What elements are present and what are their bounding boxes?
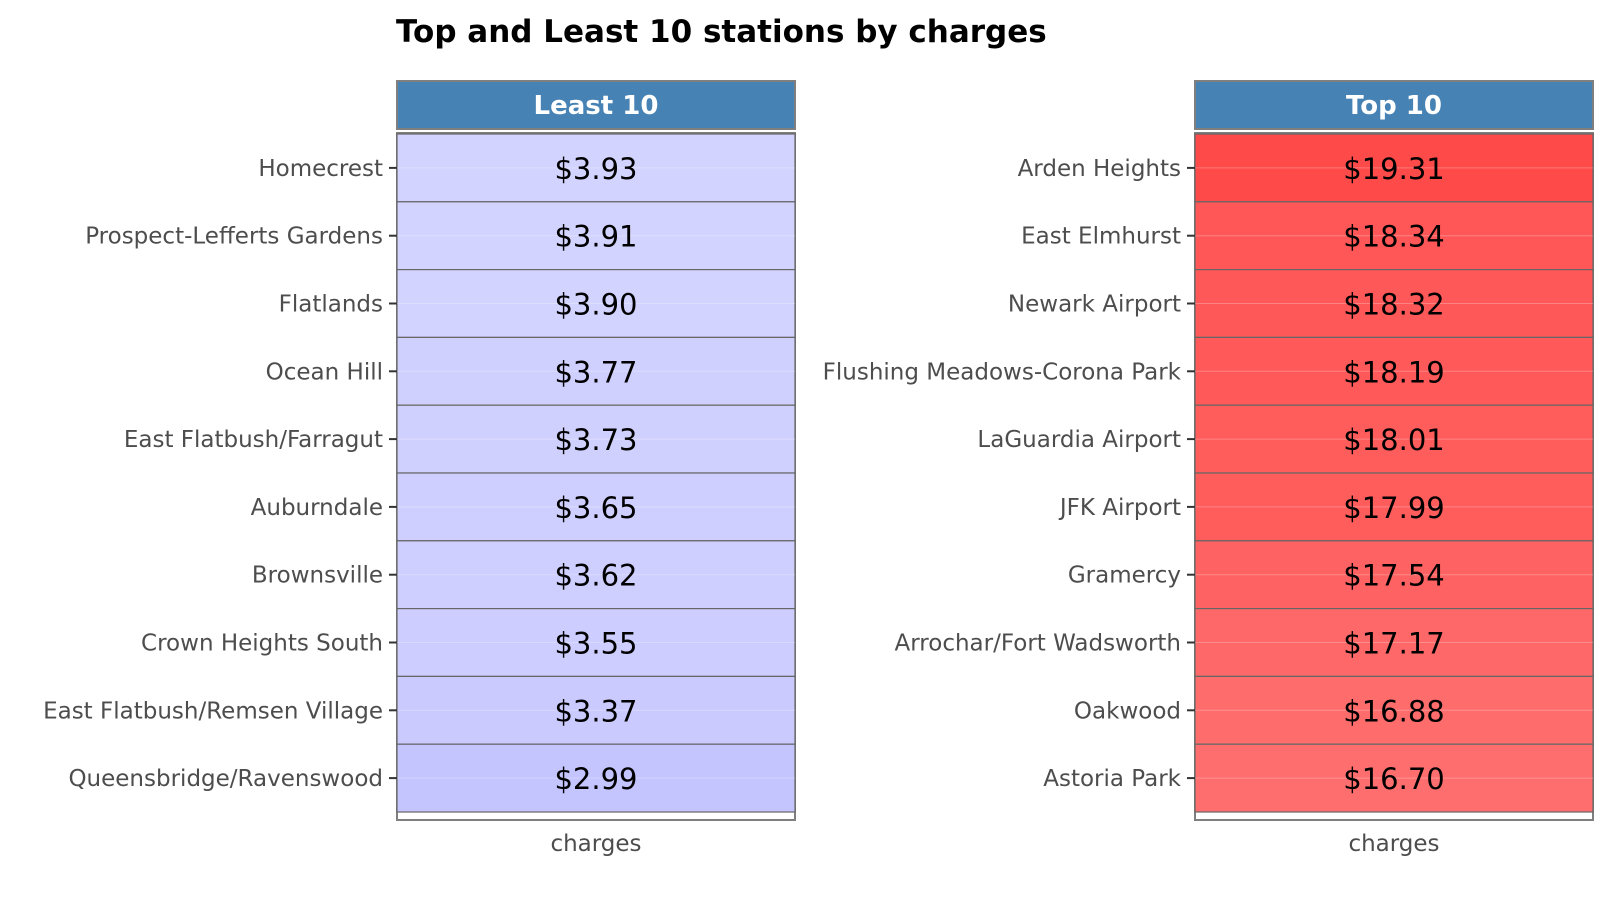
strip-label: Least 10: [534, 91, 659, 121]
station-label: Brownsville: [252, 563, 383, 589]
station-label: Auburndale: [251, 495, 383, 521]
station-label: Queensbridge/Ravenswood: [68, 766, 383, 792]
station-label: Oakwood: [1074, 698, 1181, 724]
station-label: East Flatbush/Farragut: [124, 427, 383, 453]
value-label: $3.77: [554, 355, 637, 389]
value-label: $3.73: [554, 423, 637, 457]
value-cell: [1194, 269, 1594, 339]
station-label: East Flatbush/Remsen Village: [43, 698, 383, 724]
value-label: $17.99: [1343, 491, 1444, 525]
value-cell: [1194, 404, 1594, 474]
value-cell: [396, 404, 796, 474]
strip-header: [1194, 80, 1594, 130]
value-label: $3.91: [554, 220, 637, 254]
value-label: $19.31: [1343, 152, 1444, 186]
value-label: $18.01: [1343, 423, 1444, 457]
x-axis-label: charges: [1348, 831, 1439, 857]
value-label: $3.37: [554, 694, 637, 728]
station-label: JFK Airport: [1058, 495, 1181, 521]
value-cell: [396, 133, 796, 203]
value-label: $18.19: [1343, 355, 1444, 389]
value-label: $3.55: [554, 627, 637, 661]
station-label: Arden Heights: [1018, 156, 1181, 182]
station-label: Prospect-Lefferts Gardens: [85, 224, 383, 250]
panels: Least 10 $3.93 Homecrest $3.91 Prospect-Leff…: [43, 80, 1594, 857]
panel-least-10: Least 10 $3.93 Homecrest $3.91 Prospect-Leff…: [43, 80, 796, 857]
x-axis-label: charges: [550, 831, 641, 857]
value-label: $3.93: [554, 152, 637, 186]
value-cell: [1194, 472, 1594, 542]
value-cell: [1194, 336, 1594, 406]
strip-label: Top 10: [1346, 91, 1442, 121]
value-cell: [396, 336, 796, 406]
station-label: Astoria Park: [1043, 766, 1181, 792]
station-label: Gramercy: [1068, 563, 1181, 589]
strip-header: [396, 80, 796, 130]
value-label: $3.65: [554, 491, 637, 525]
station-label: East Elmhurst: [1021, 224, 1181, 250]
panel-top-10: Top 10 $19.31 Arden Heights $18.34 East Elmh…: [823, 80, 1594, 857]
value-label: $17.17: [1343, 627, 1444, 661]
value-cell: [396, 540, 796, 610]
station-label: Newark Airport: [1008, 292, 1181, 318]
station-label: Crown Heights South: [141, 631, 383, 657]
value-label: $3.62: [554, 559, 637, 593]
station-label: Arrochar/Fort Wadsworth: [895, 631, 1181, 657]
value-label: $2.99: [554, 762, 637, 796]
value-cell: [1194, 675, 1594, 745]
station-label: Flatlands: [279, 292, 383, 318]
value-cell: [396, 743, 796, 813]
value-label: $3.90: [554, 288, 637, 322]
value-cell: [396, 675, 796, 745]
value-label: $17.54: [1343, 559, 1444, 593]
value-label: $18.34: [1343, 220, 1444, 254]
value-cell: [1194, 201, 1594, 271]
station-label: Ocean Hill: [266, 359, 383, 385]
chart-title: Top and Least 10 stations by charges: [396, 14, 1047, 50]
value-label: $16.88: [1343, 694, 1444, 728]
value-label: $16.70: [1343, 762, 1444, 796]
station-label: Homecrest: [258, 156, 383, 182]
value-cell: [396, 472, 796, 542]
value-cell: [1194, 133, 1594, 203]
station-label: Flushing Meadows-Corona Park: [823, 359, 1182, 385]
station-label: LaGuardia Airport: [977, 427, 1181, 453]
value-label: $18.32: [1343, 288, 1444, 322]
value-cell: [1194, 540, 1594, 610]
